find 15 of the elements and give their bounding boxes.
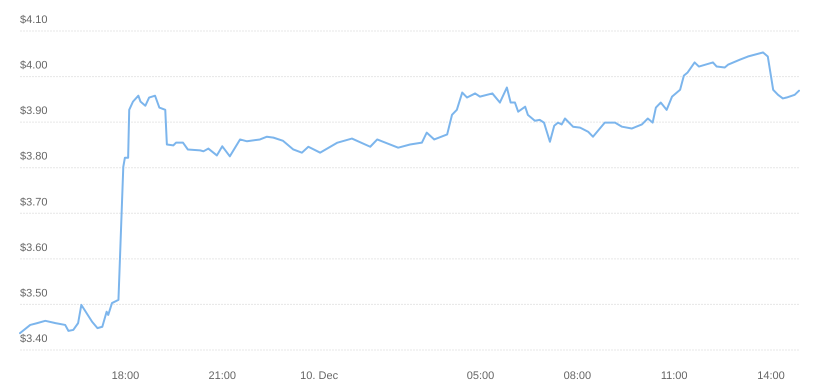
- y-tick-label: $4.10: [20, 14, 48, 26]
- x-tick-label: 21:00: [208, 370, 236, 382]
- y-tick-label: $3.40: [20, 333, 48, 345]
- y-tick-label: $3.60: [20, 242, 48, 254]
- x-tick-label: 08:00: [564, 370, 592, 382]
- x-tick-label: 10. Dec: [300, 370, 339, 382]
- x-tick-label: 05:00: [466, 370, 494, 382]
- x-tick-label: 18:00: [112, 370, 140, 382]
- y-tick-label: $4.00: [20, 60, 48, 72]
- y-tick-label: $3.90: [20, 105, 48, 118]
- x-tick-label: 14:00: [757, 370, 785, 382]
- x-tick-label: 11:00: [660, 370, 688, 382]
- y-tick-label: $3.70: [20, 196, 48, 208]
- y-tick-label: $3.80: [20, 150, 48, 163]
- y-tick-label: $3.50: [20, 287, 48, 300]
